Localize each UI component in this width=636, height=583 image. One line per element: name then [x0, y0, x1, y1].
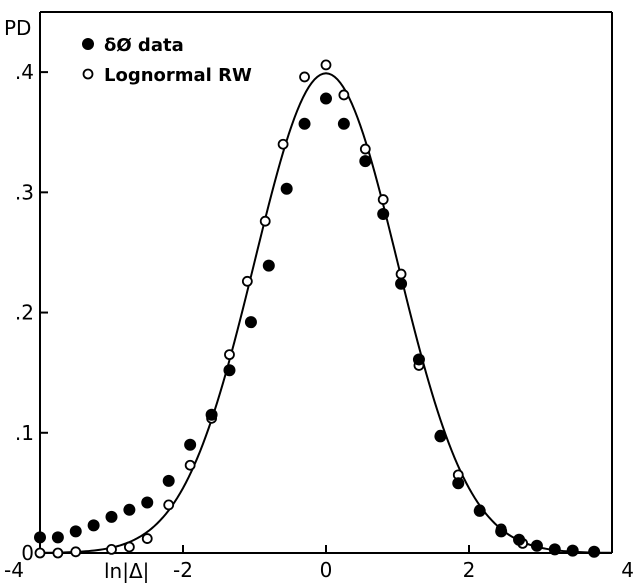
data-point-delta: [434, 430, 447, 443]
x-tick-label: -2: [173, 558, 193, 582]
fit-curve-line: [39, 72, 613, 554]
data-point-delta: [123, 503, 136, 516]
data-point-lognormal: [338, 89, 350, 101]
y-tick-label: 0: [21, 541, 34, 565]
y-tick-marks: 0 .1 .2 .3 .4: [15, 60, 48, 565]
data-point-lognormal: [123, 541, 135, 553]
legend-label-lognormal-rw: Lognormal RW: [104, 65, 252, 86]
x-axis-label: ln|Δ|: [104, 559, 149, 583]
data-point-delta: [513, 533, 526, 546]
data-point-lognormal: [259, 215, 271, 227]
data-point-lognormal: [52, 547, 64, 559]
data-point-lognormal: [277, 138, 289, 150]
data-point-lognormal: [163, 499, 175, 511]
legend-marker-lognormal-rw: [82, 68, 94, 80]
data-point-lognormal: [34, 547, 46, 559]
data-point-lognormal: [224, 349, 235, 361]
data-point-delta: [337, 117, 350, 130]
data-point-lognormal: [377, 194, 389, 205]
y-tick-label: .2: [15, 301, 34, 325]
data-point-delta: [262, 259, 275, 272]
x-tick-label: 4: [621, 558, 634, 582]
data-point-delta: [280, 182, 293, 195]
data-point-delta: [395, 277, 408, 290]
data-point-delta: [495, 525, 508, 538]
data-point-delta: [530, 539, 543, 552]
data-point-delta: [69, 525, 82, 538]
y-tick-label: .1: [15, 421, 34, 445]
y-tick-label: .4: [15, 60, 34, 84]
x-tick-label: 0: [320, 558, 333, 582]
data-point-delta: [377, 207, 390, 220]
data-point-lognormal: [70, 546, 82, 558]
data-point-delta: [320, 92, 332, 105]
series-delta-data: [34, 92, 601, 558]
data-point-delta: [359, 155, 372, 168]
data-point-lognormal: [395, 268, 407, 280]
data-point-delta: [566, 544, 579, 557]
data-point-delta: [184, 438, 197, 451]
data-point-delta: [548, 543, 561, 556]
data-point-lognormal: [359, 143, 371, 155]
plot-frame: [39, 11, 613, 554]
data-point-lognormal: [141, 533, 153, 544]
legend: δØ data Lognormal RW: [82, 35, 252, 86]
data-point-delta: [87, 519, 100, 532]
data-point-lognormal: [106, 543, 117, 555]
data-point-delta: [473, 504, 486, 517]
data-point-delta: [412, 353, 425, 366]
data-point-delta: [205, 408, 218, 421]
legend-marker-delta-data: [82, 38, 94, 50]
x-tick-label: 2: [463, 558, 476, 582]
data-point-delta: [452, 477, 465, 490]
data-point-delta: [34, 531, 46, 544]
legend-label-delta-data: δØ data: [104, 35, 184, 56]
y-tick-label: .3: [15, 180, 34, 204]
series-lognormal-rw: [34, 59, 600, 559]
data-point-delta: [223, 364, 236, 377]
data-point-delta: [298, 117, 311, 130]
data-point-lognormal: [241, 275, 253, 287]
data-point-lognormal: [299, 71, 310, 83]
data-point-lognormal: [320, 59, 332, 71]
x-tick-label: -4: [4, 558, 24, 582]
data-point-delta: [51, 531, 64, 544]
y-axis-label: PD: [4, 16, 31, 40]
data-point-delta: [105, 510, 118, 523]
data-point-delta: [588, 545, 601, 558]
data-point-delta: [162, 474, 175, 487]
data-point-lognormal: [184, 459, 196, 471]
data-point-delta: [141, 496, 154, 509]
data-point-delta: [244, 316, 257, 329]
